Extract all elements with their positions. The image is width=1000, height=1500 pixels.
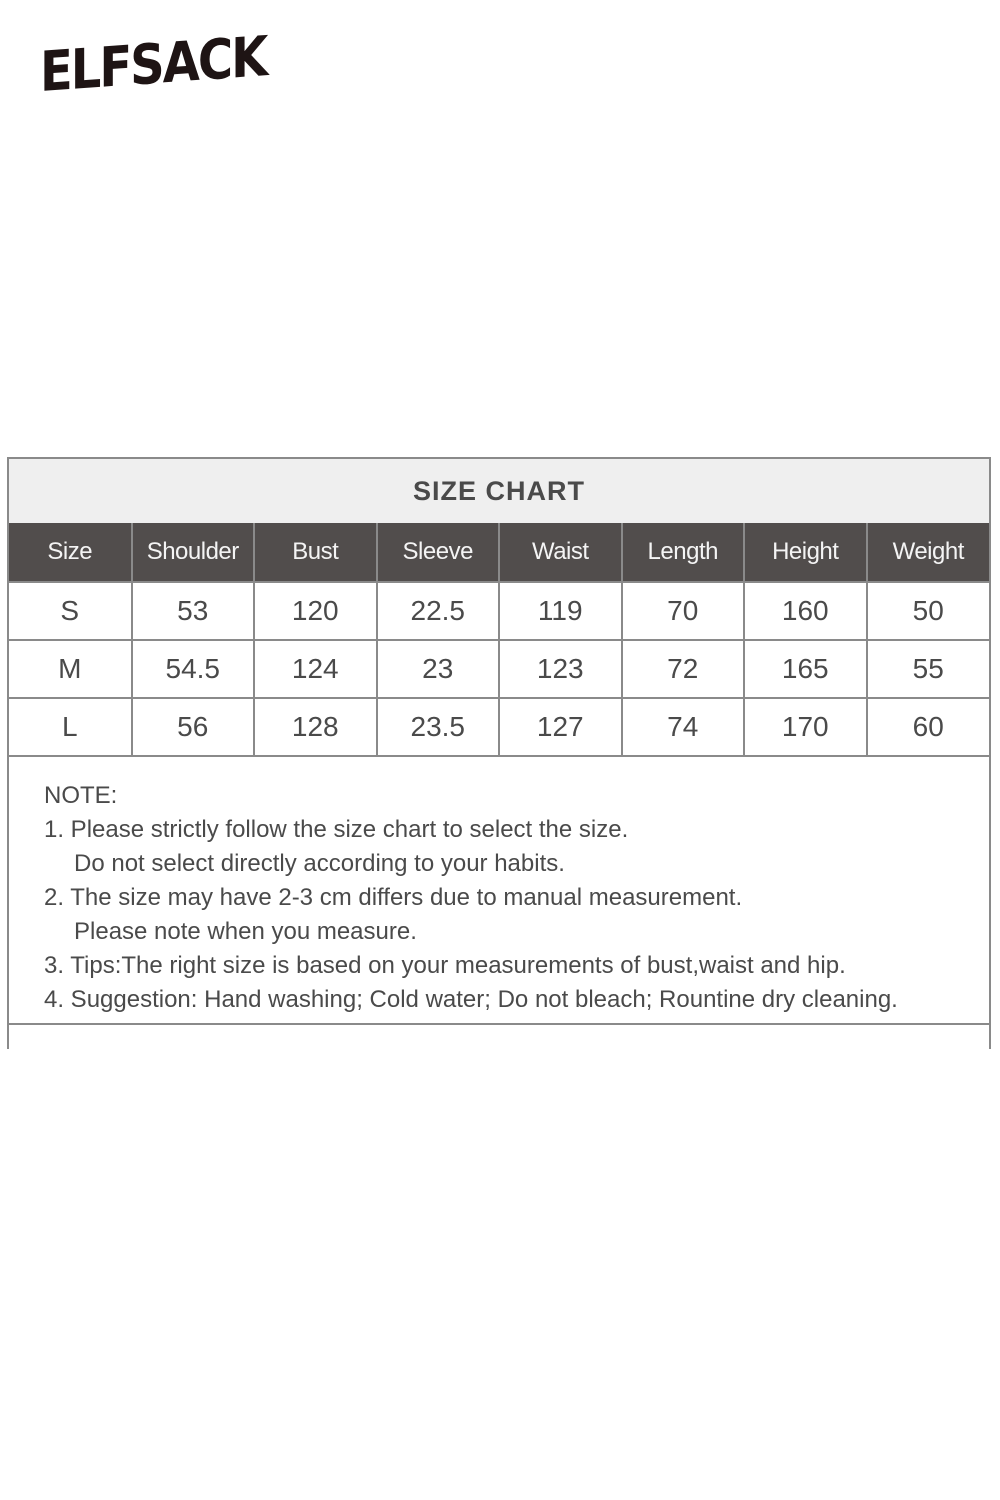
note-line: 3. Tips:The right size is based on your …: [44, 952, 846, 979]
table-cell: 55: [865, 639, 989, 698]
size-chart-title: SIZE CHART: [9, 459, 989, 523]
table-row: S 53 120 22.5 119 70 160 50: [9, 581, 989, 640]
size-chart: SIZE CHART Size Shoulder Bust Sleeve Wai…: [7, 457, 991, 1049]
note-line: 1. Please strictly follow the size chart…: [44, 816, 629, 843]
table-cell: 60: [865, 697, 989, 757]
table-cell: 120: [253, 581, 377, 640]
notes-section: NOTE: 1. Please strictly follow the size…: [9, 757, 989, 1025]
table-cell: 22.5: [375, 581, 499, 640]
note-line: Please note when you measure.: [74, 918, 417, 945]
table-cell: M: [9, 639, 132, 698]
column-header: Weight: [865, 523, 989, 582]
logo-text: ELFSACK: [40, 24, 267, 105]
table-cell: 127: [498, 697, 622, 757]
table-cell: 74: [620, 697, 744, 757]
column-header: Length: [620, 523, 744, 582]
table-row: M 54.5 124 23 123 72 165 55: [9, 639, 989, 698]
table-cell: 70: [620, 581, 744, 640]
column-header: Waist: [498, 523, 622, 582]
table-cell: L: [9, 697, 132, 757]
column-header: Shoulder: [130, 523, 254, 582]
table-cell: 119: [498, 581, 622, 640]
table-cell: 56: [130, 697, 254, 757]
column-header: Sleeve: [375, 523, 499, 582]
column-header: Bust: [253, 523, 377, 582]
note-line: 2. The size may have 2-3 cm differs due …: [44, 884, 743, 911]
note-line: 4. Suggestion: Hand washing; Cold water;…: [44, 986, 898, 1013]
table-cell: 50: [865, 581, 989, 640]
table-cell: 128: [253, 697, 377, 757]
size-table: Size Shoulder Bust Sleeve Waist Length H…: [9, 523, 989, 757]
table-cell: 170: [743, 697, 867, 757]
table-cell: 165: [743, 639, 867, 698]
table-cell: 23.5: [375, 697, 499, 757]
note-line: Do not select directly according to your…: [74, 850, 565, 877]
table-cell: 160: [743, 581, 867, 640]
table-cell: S: [9, 581, 132, 640]
column-header: Height: [743, 523, 867, 582]
brand-logo: ELFSACK: [40, 25, 266, 114]
table-cell: 124: [253, 639, 377, 698]
table-header-row: Size Shoulder Bust Sleeve Waist Length H…: [9, 523, 989, 582]
table-cell: 123: [498, 639, 622, 698]
column-header: Size: [9, 523, 132, 582]
table-cell: 53: [130, 581, 254, 640]
table-cell: 23: [375, 639, 499, 698]
table-cell: 54.5: [130, 639, 254, 698]
table-row: L 56 128 23.5 127 74 170 60: [9, 697, 989, 757]
table-cell: 72: [620, 639, 744, 698]
notes-heading: NOTE:: [44, 782, 118, 809]
